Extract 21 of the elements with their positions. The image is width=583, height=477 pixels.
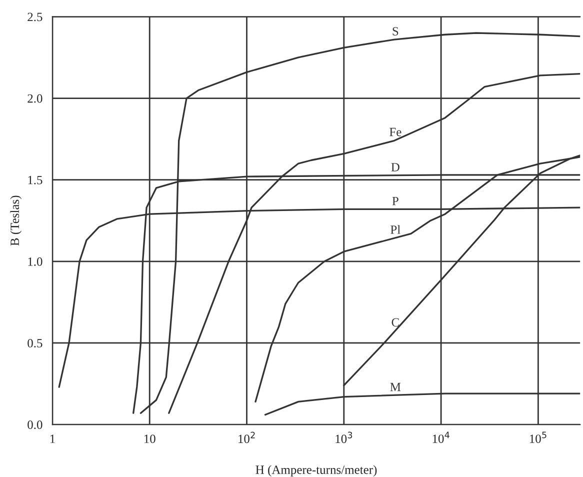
x-tick-label: 10$^{4}$ — [432, 432, 450, 444]
x-tick-label: 10 — [144, 434, 156, 444]
y-tick-label: 1.0 — [28, 257, 42, 266]
y-axis-title: B (Teslas) — [10, 196, 22, 246]
series-label: S — [392, 27, 398, 36]
x-tick-label: 10$^{3}$ — [336, 432, 352, 444]
series-label: Fe — [390, 128, 402, 136]
y-tick-label: 1.5 — [28, 176, 42, 184]
y-tick-label: 0.5 — [28, 338, 42, 348]
series-label: M — [390, 382, 401, 392]
y-tick-label: 2.5 — [28, 12, 42, 22]
x-axis-title: H (Ampere-turns/meter) — [256, 465, 377, 477]
x-tick-label: 1 — [50, 434, 55, 443]
series-label: D — [391, 163, 400, 172]
y-tick-label: 2.0 — [28, 94, 42, 103]
y-tick-label: 0.0 — [28, 420, 42, 430]
series-label: P — [392, 196, 398, 206]
x-tick-label: 10$^{2}$ — [238, 432, 255, 444]
series-label: C — [392, 318, 399, 327]
series-label: Pl — [390, 225, 400, 234]
x-tick-label: 10$^{5}$ — [530, 432, 546, 444]
